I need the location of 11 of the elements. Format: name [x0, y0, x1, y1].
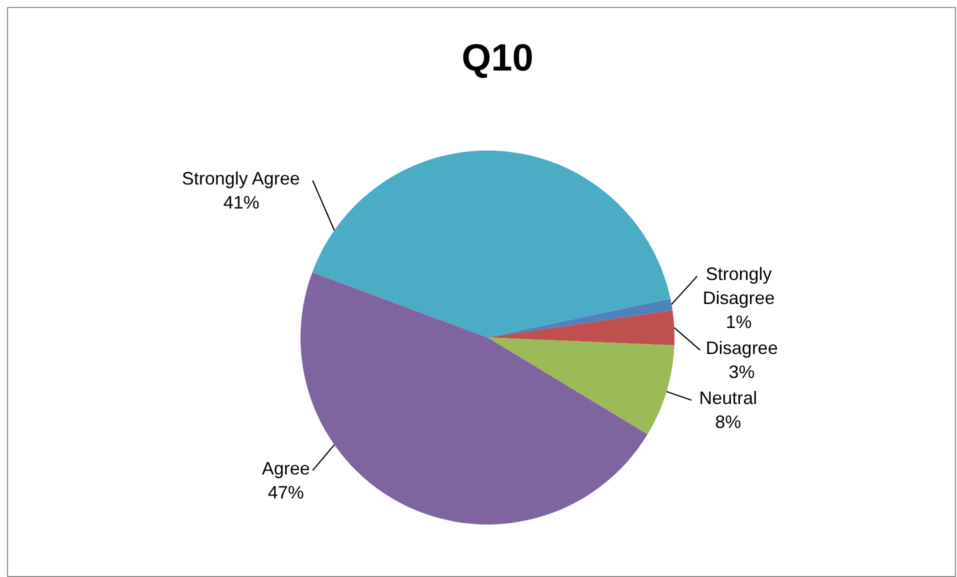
data-label: 47%: [268, 482, 304, 503]
data-label: 8%: [715, 412, 742, 432]
slice-label: Agree: [262, 458, 310, 479]
slice-label: Strongly Agree: [182, 168, 300, 188]
slice-label: Strongly Disagree: [702, 264, 775, 308]
data-label: 41%: [223, 192, 260, 212]
data-label: 1%: [726, 312, 752, 332]
chart-title: Q10: [462, 38, 534, 80]
data-label: 3%: [728, 362, 755, 382]
slice-label: Neutral: [699, 388, 758, 408]
slice-label: Disagree: [706, 338, 778, 358]
